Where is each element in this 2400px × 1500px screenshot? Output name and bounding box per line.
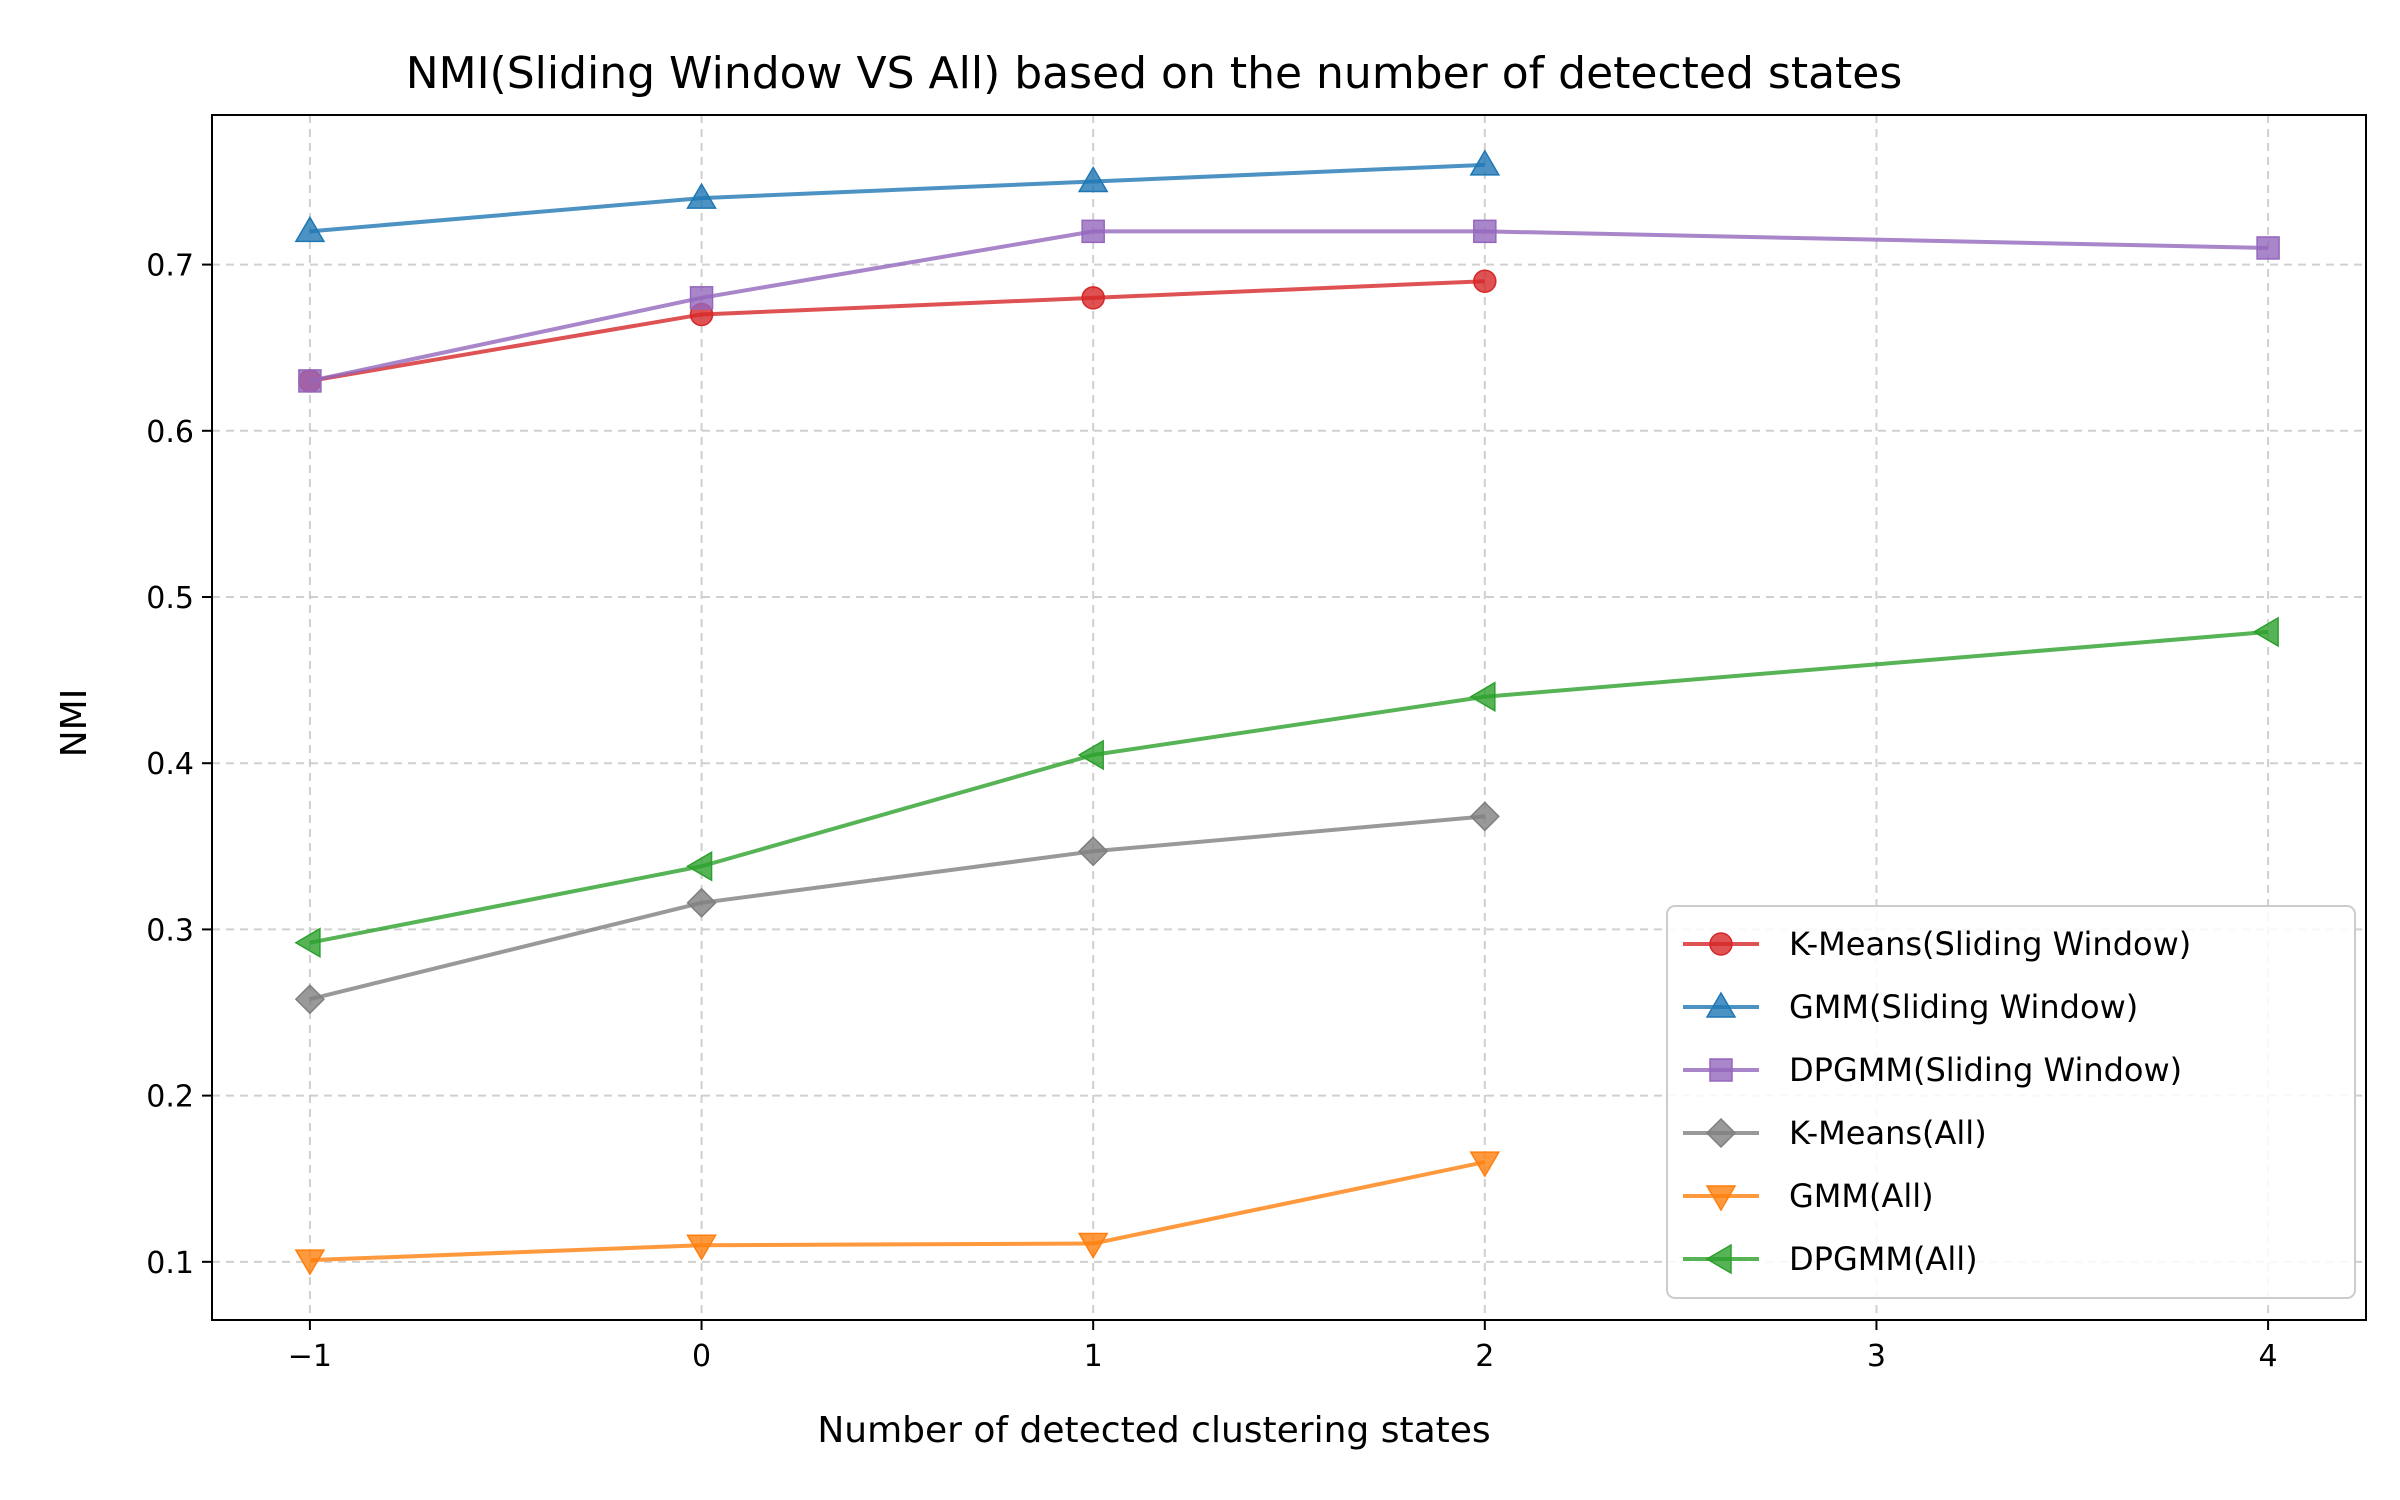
legend-marker xyxy=(1709,932,1733,956)
data-point xyxy=(1077,739,1104,771)
series-1 xyxy=(294,149,1501,243)
y-tick-label: 0.4 xyxy=(146,747,194,782)
series-layer xyxy=(294,149,2280,1276)
legend-label: K-Means(All) xyxy=(1789,1114,1987,1152)
data-point xyxy=(1469,801,1500,832)
legend-entry: DPGMM(All) xyxy=(1683,1240,1978,1278)
data-point xyxy=(1081,219,1105,244)
series-line xyxy=(309,814,1485,1002)
data-point xyxy=(689,286,714,310)
legend-label: DPGMM(All) xyxy=(1789,1240,1978,1278)
series-line xyxy=(309,162,1485,234)
data-point xyxy=(294,215,326,243)
data-point xyxy=(1077,1232,1109,1260)
x-axis-label: Number of detected clustering states xyxy=(817,1410,1490,1451)
legend-label: K-Means(Sliding Window) xyxy=(1789,925,2191,963)
data-point xyxy=(1078,836,1109,867)
axis-ticks: −1 0 1 2 3 4 0.1 0.2 0.3 0.4 0.5 0.6 0.7 xyxy=(146,249,2277,1374)
x-tick-label: 0 xyxy=(692,1339,711,1374)
y-axis-label: NMI xyxy=(54,689,95,758)
series-4 xyxy=(294,1151,1501,1276)
data-point xyxy=(298,369,322,393)
data-point xyxy=(1473,219,1497,244)
y-tick-label: 0.1 xyxy=(146,1246,194,1281)
x-tick-label: 1 xyxy=(1084,1339,1103,1374)
series-5 xyxy=(294,616,2279,959)
legend-entry: K-Means(Sliding Window) xyxy=(1683,925,2191,963)
data-point xyxy=(686,1234,717,1261)
legend-label: DPGMM(Sliding Window) xyxy=(1789,1051,2182,1089)
data-point xyxy=(294,927,321,959)
series-line xyxy=(309,1160,1486,1263)
y-tick-label: 0.5 xyxy=(146,581,194,616)
legend: K-Means(Sliding Window) GMM(Sliding Windo… xyxy=(1666,905,2356,1299)
x-tick-label: 3 xyxy=(1867,1339,1886,1374)
plot-frame xyxy=(211,114,2367,1321)
legend-entry: GMM(Sliding Window) xyxy=(1683,988,2138,1026)
data-point xyxy=(1077,165,1109,193)
data-point xyxy=(1469,681,1496,713)
x-tick-label: −1 xyxy=(288,1339,332,1374)
legend-label: GMM(Sliding Window) xyxy=(1789,988,2138,1026)
y-tick-label: 0.7 xyxy=(146,249,194,284)
data-point xyxy=(1081,286,1105,310)
series-line xyxy=(309,279,1485,383)
data-point xyxy=(686,850,713,882)
series-2 xyxy=(298,219,2280,393)
data-point xyxy=(1469,1151,1501,1178)
legend-label: GMM(All) xyxy=(1789,1177,1934,1215)
data-point xyxy=(1473,269,1497,293)
chart-title: NMI(Sliding Window VS All) based on the … xyxy=(406,48,1903,99)
legend-entry: GMM(All) xyxy=(1683,1177,1934,1215)
legend-marker xyxy=(1705,1243,1732,1275)
legend-entry: K-Means(All) xyxy=(1683,1114,1987,1152)
legend-marker xyxy=(1705,1117,1737,1149)
legend-marker xyxy=(1709,1058,1733,1082)
y-tick-label: 0.2 xyxy=(146,1080,194,1115)
data-point xyxy=(294,984,325,1015)
legend-marker xyxy=(1705,1185,1737,1212)
data-point xyxy=(2252,616,2279,648)
legend-entry: DPGMM(Sliding Window) xyxy=(1683,1051,2182,1089)
y-tick-label: 0.3 xyxy=(146,913,194,948)
x-tick-label: 4 xyxy=(2259,1339,2278,1374)
data-point xyxy=(2256,236,2280,260)
y-tick-label: 0.6 xyxy=(146,415,194,450)
data-point xyxy=(1469,149,1501,176)
data-point xyxy=(686,887,717,918)
legend-box xyxy=(1666,905,2356,1299)
data-point xyxy=(686,182,717,209)
data-point xyxy=(294,1249,326,1276)
x-tick-label: 2 xyxy=(1475,1339,1494,1374)
series-3 xyxy=(294,801,1500,1015)
legend-marker xyxy=(1705,991,1737,1018)
